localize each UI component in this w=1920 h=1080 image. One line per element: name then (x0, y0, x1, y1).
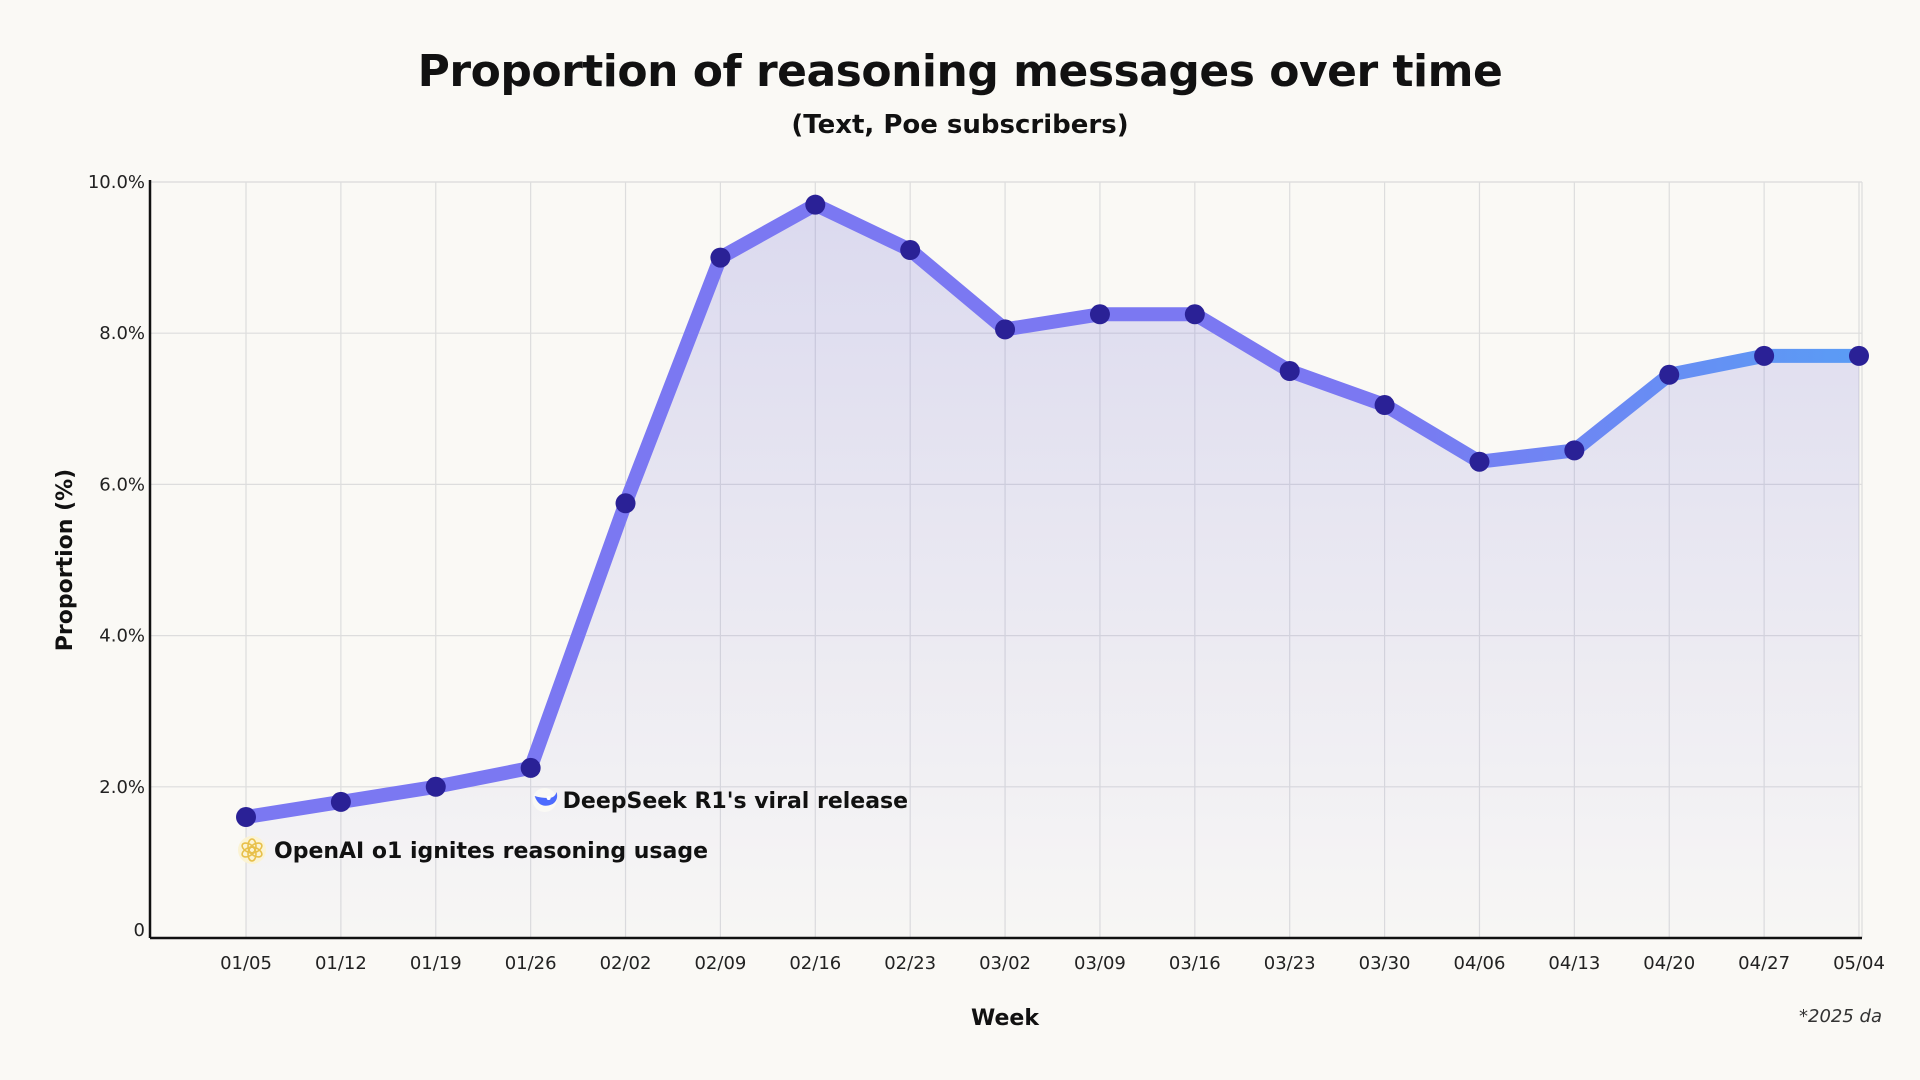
annotation-openai-label: OpenAI o1 ignites reasoning usage (274, 839, 708, 864)
x-tick-label: 01/26 (505, 953, 557, 974)
x-tick-label: 01/19 (410, 953, 462, 974)
x-tick-label: 01/12 (315, 953, 367, 974)
series-line (239, 197, 1866, 824)
data-point-02-02 (615, 493, 636, 514)
data-point-03-09 (1089, 304, 1110, 325)
x-tick-label: 01/05 (220, 953, 272, 974)
y-tick-label: 10.0% (88, 172, 145, 193)
area-fill (246, 204, 1859, 938)
data-point-04-13 (1564, 440, 1585, 461)
data-point-04-06 (1469, 451, 1490, 472)
data-point-05-04 (1849, 345, 1869, 366)
y-tick-label: 8.0% (99, 323, 145, 344)
x-tick-label: 05/04 (1833, 953, 1885, 974)
x-tick-label: 04/27 (1738, 953, 1790, 974)
annotations: DeepSeek R1's viral release OpenAI o1 ign… (238, 788, 908, 864)
x-tick-label: 03/02 (979, 953, 1031, 974)
x-tick-label: 02/23 (884, 953, 936, 974)
chart-title: Proportion of reasoning messages over ti… (417, 46, 1503, 97)
data-point-04-20 (1659, 364, 1680, 385)
y-tick-label: 2.0% (99, 777, 145, 798)
data-point-04-27 (1754, 345, 1775, 366)
footnote: *2025 da (1799, 1006, 1882, 1027)
data-point-02-23 (900, 240, 921, 261)
x-tick-label: 03/16 (1169, 953, 1221, 974)
data-point-01-12 (330, 791, 351, 812)
data-point-03-02 (995, 319, 1016, 340)
x-tick-label: 03/30 (1359, 953, 1411, 974)
y-tick-label: 0 (134, 920, 145, 941)
x-tick-label: 04/06 (1454, 953, 1506, 974)
x-tick-label: 04/20 (1643, 953, 1695, 974)
data-point-01-19 (425, 776, 446, 797)
data-markers (236, 194, 1869, 828)
y-axis-title: Proportion (%) (53, 469, 78, 651)
x-tick-label: 03/23 (1264, 953, 1316, 974)
x-tick-label: 04/13 (1548, 953, 1600, 974)
x-tick-label: 03/09 (1074, 953, 1126, 974)
data-point-03-30 (1374, 395, 1395, 416)
chart-subtitle: (Text, Poe subscribers) (791, 110, 1129, 140)
data-point-02-16 (805, 194, 826, 215)
deepseek-whale-icon (532, 788, 558, 812)
annotation-deepseek: DeepSeek R1's viral release (532, 788, 908, 814)
x-tick-labels: 01/05 01/12 01/19 01/26 02/02 02/09 02/16 02/23… (220, 953, 1885, 974)
annotation-openai: OpenAI o1 ignites reasoning usage (238, 836, 708, 864)
x-tick-label: 02/09 (694, 953, 746, 974)
data-point-03-16 (1184, 304, 1205, 325)
data-point-01-05 (236, 807, 256, 828)
y-tick-label: 6.0% (99, 474, 145, 495)
x-tick-label: 02/16 (789, 953, 841, 974)
axes (148, 180, 1862, 940)
x-axis-title: Week (971, 1006, 1040, 1031)
openai-logo-icon (238, 836, 266, 864)
data-point-01-26 (520, 757, 541, 778)
y-tick-labels: 0 2.0% 4.0% 6.0% 8.0% 10.0% (88, 172, 145, 941)
data-point-02-09 (710, 247, 731, 268)
annotation-deepseek-label: DeepSeek R1's viral release (563, 789, 908, 814)
data-point-03-23 (1279, 361, 1300, 381)
x-tick-label: 02/02 (600, 953, 652, 974)
y-tick-label: 4.0% (99, 626, 145, 647)
